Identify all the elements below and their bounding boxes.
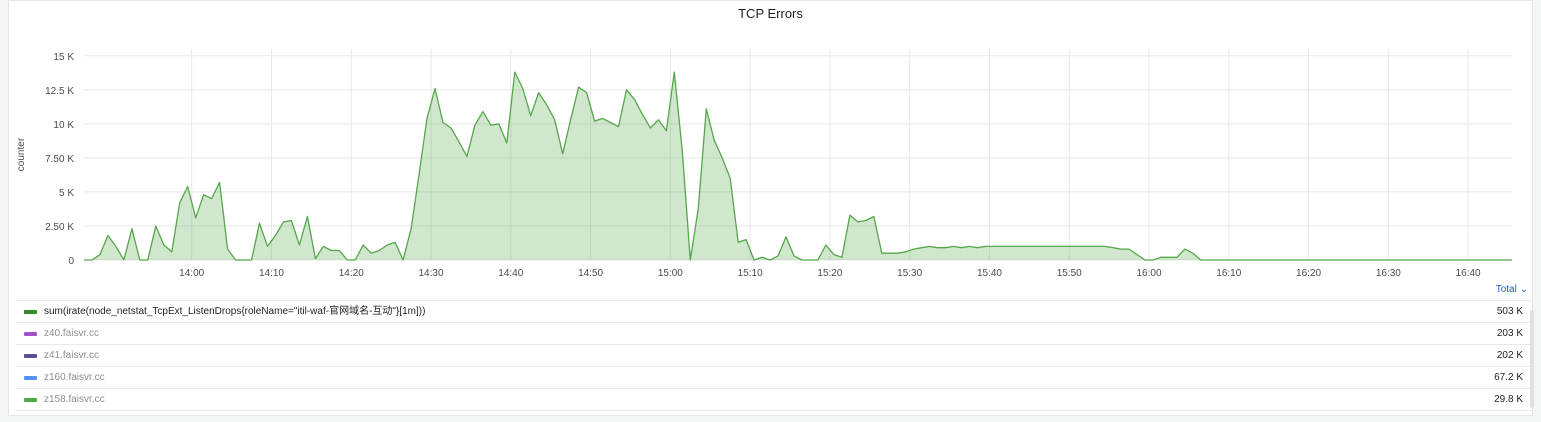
x-tick-label: 15:50 <box>1057 268 1082 279</box>
y-tick-label: 5 K <box>59 188 74 199</box>
legend-item[interactable]: z41.faisvr.cc 202 K <box>16 344 1532 366</box>
legend-item[interactable]: z40.faisvr.cc 203 K <box>16 322 1532 344</box>
panel-title: TCP Errors <box>738 6 803 21</box>
x-tick-label: 15:10 <box>738 268 763 279</box>
x-tick-label: 15:00 <box>658 268 683 279</box>
x-tick-label: 15:40 <box>977 268 1002 279</box>
series-line <box>84 71 1512 261</box>
x-tick-label: 16:00 <box>1137 268 1162 279</box>
y-axis-label: counter <box>16 137 27 171</box>
legend-series-name[interactable]: z160.faisvr.cc <box>44 372 105 383</box>
legend-swatch[interactable] <box>24 354 37 358</box>
x-tick-label: 14:20 <box>339 268 364 279</box>
legend-series-total: 202 K <box>1496 350 1523 361</box>
legend-item[interactable]: z160.faisvr.cc 67.2 K <box>16 366 1532 388</box>
x-tick-label: 14:00 <box>179 268 204 279</box>
legend-series-name[interactable]: sum(irate(node_netstat_TcpExt_ListenDrop… <box>44 306 426 317</box>
y-tick-label: 2.50 K <box>45 222 74 233</box>
legend-series-total: 67.2 K <box>1494 372 1523 383</box>
x-tick-label: 16:30 <box>1376 268 1401 279</box>
legend-header: Total ⌄ <box>16 282 1532 300</box>
legend-series-total: 503 K <box>1496 306 1523 317</box>
chart-panel <box>8 0 1533 416</box>
x-tick-label: 14:30 <box>419 268 444 279</box>
legend-series-name[interactable]: z158.faisvr.cc <box>44 394 105 405</box>
y-tick-label: 0 <box>68 256 74 267</box>
y-tick-label: 12.5 K <box>45 86 74 97</box>
legend-series-total: 203 K <box>1496 328 1523 339</box>
legend-series-name[interactable]: z40.faisvr.cc <box>44 328 100 339</box>
legend-scrollbar[interactable] <box>1530 310 1534 408</box>
x-tick-label: 16:40 <box>1456 268 1481 279</box>
legend-swatch[interactable] <box>24 310 37 314</box>
series-area <box>84 72 1512 260</box>
total-column-sort[interactable]: Total ⌄ <box>1496 284 1528 295</box>
x-tick-label: 15:20 <box>817 268 842 279</box>
tcp-errors-chart[interactable]: 0 2.50 K 5 K 7.50 K 10 K 12.5 K 15 K 14:00 14:10… <box>0 0 1541 282</box>
x-tick-label: 16:10 <box>1216 268 1241 279</box>
legend-series-total: 29.8 K <box>1494 394 1523 405</box>
x-tick-label: 14:40 <box>498 268 523 279</box>
x-tick-label: 16:20 <box>1296 268 1321 279</box>
y-tick-label: 15 K <box>53 52 74 63</box>
legend-swatch[interactable] <box>24 332 37 336</box>
legend-series-name[interactable]: z41.faisvr.cc <box>44 350 100 361</box>
x-tick-label: 15:30 <box>897 268 922 279</box>
x-tick-label: 14:50 <box>578 268 603 279</box>
total-label: Total <box>1495 284 1517 295</box>
legend: Total ⌄ sum(irate(node_netstat_TcpExt_Li… <box>16 282 1532 411</box>
x-tick-label: 14:10 <box>259 268 284 279</box>
y-tick-label: 7.50 K <box>45 154 74 165</box>
y-tick-label: 10 K <box>53 120 74 131</box>
legend-item[interactable]: z158.faisvr.cc 29.8 K <box>16 388 1532 411</box>
legend-swatch[interactable] <box>24 376 37 380</box>
legend-item[interactable]: sum(irate(node_netstat_TcpExt_ListenDrop… <box>16 300 1532 322</box>
chevron-down-icon: ⌄ <box>1519 284 1528 295</box>
legend-swatch[interactable] <box>24 398 37 402</box>
